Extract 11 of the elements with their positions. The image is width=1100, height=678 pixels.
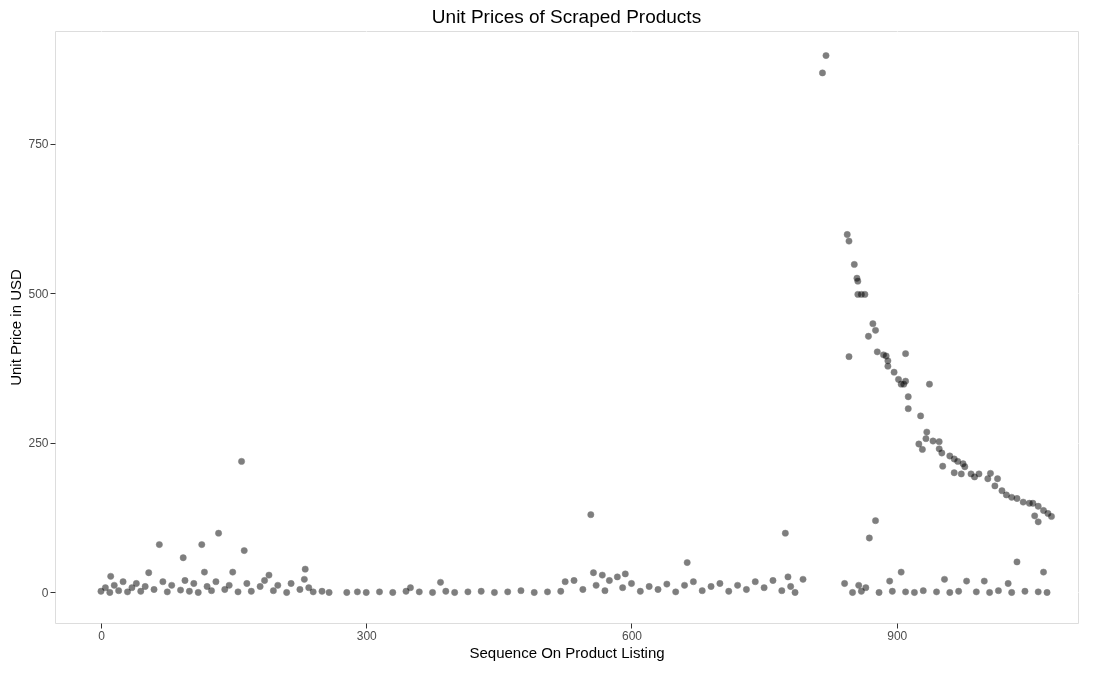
x-tick-label: 300 (356, 628, 378, 643)
y-tick-label: 0 (41, 585, 49, 600)
x-axis-title: Sequence On Product Listing (469, 643, 665, 661)
chart-title: Unit Prices of Scraped Products (431, 6, 702, 27)
y-tick-label: 500 (28, 286, 49, 301)
x-tick-label: 600 (621, 628, 643, 643)
x-tick-label: 900 (887, 628, 908, 643)
x-tick-label: 0 (98, 628, 106, 643)
y-tick-label: 250 (28, 436, 49, 451)
y-tick-label: 750 (28, 137, 49, 152)
y-axis-title: Unit Price in USD (7, 268, 25, 386)
